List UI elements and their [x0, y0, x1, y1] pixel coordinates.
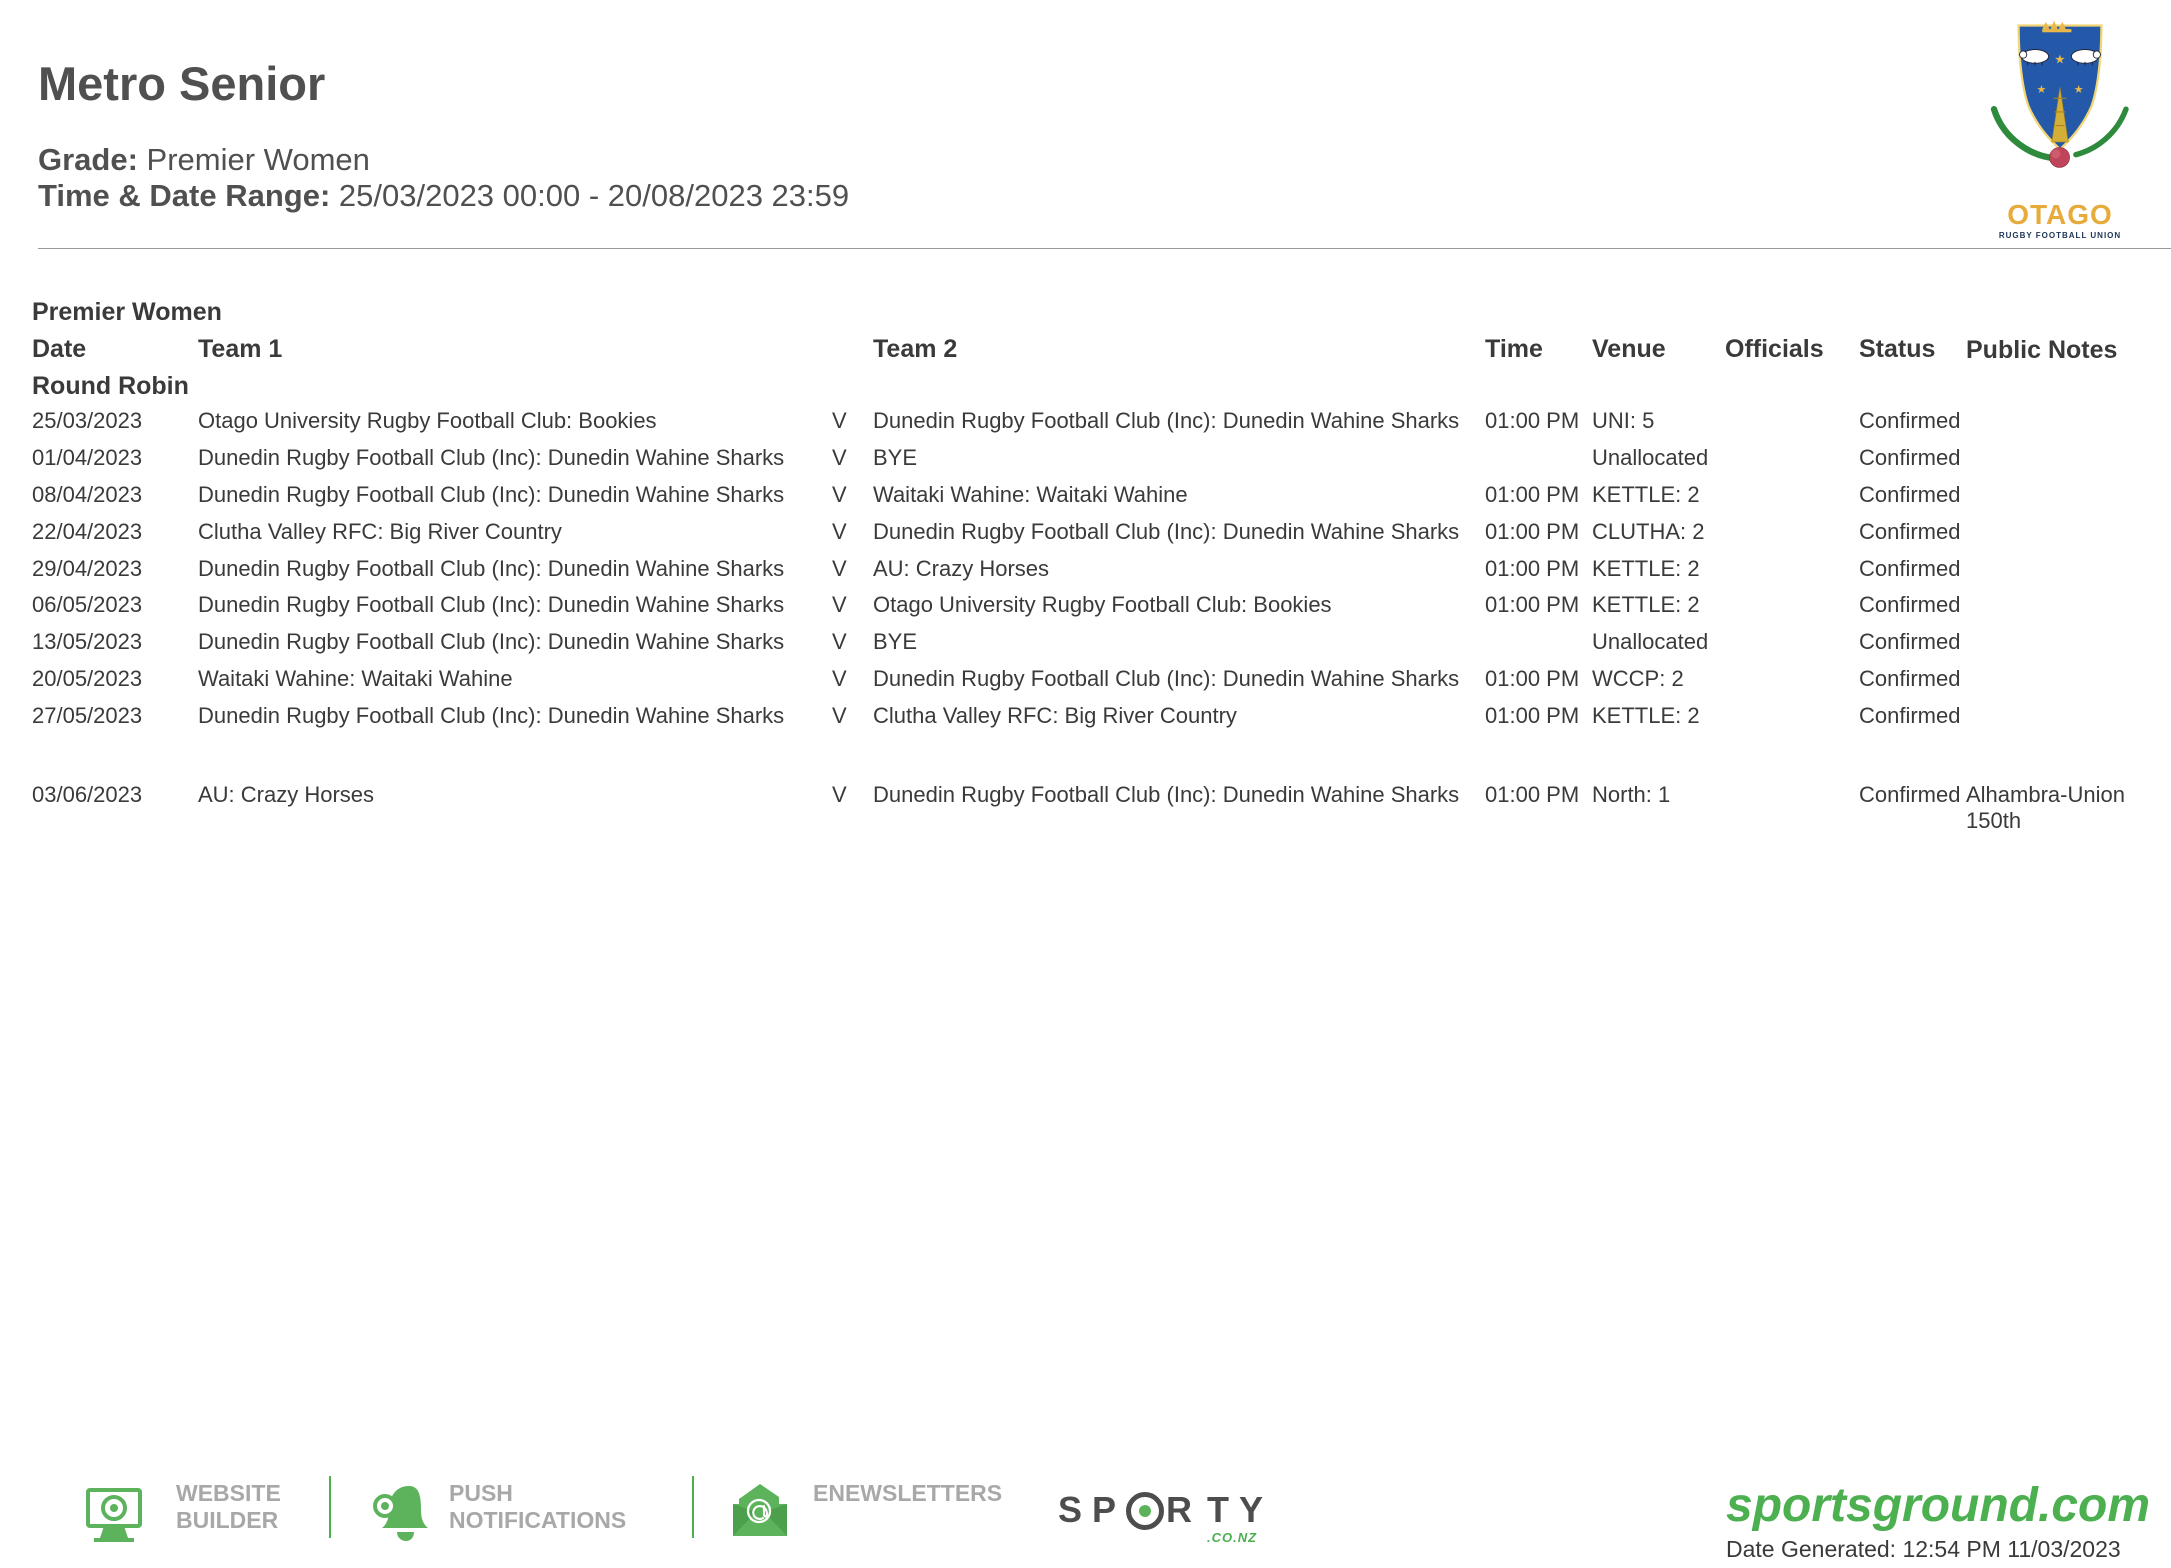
svg-text:★: ★: [2036, 84, 2046, 96]
svg-text:★: ★: [2074, 84, 2084, 96]
svg-text:★: ★: [2054, 52, 2065, 67]
